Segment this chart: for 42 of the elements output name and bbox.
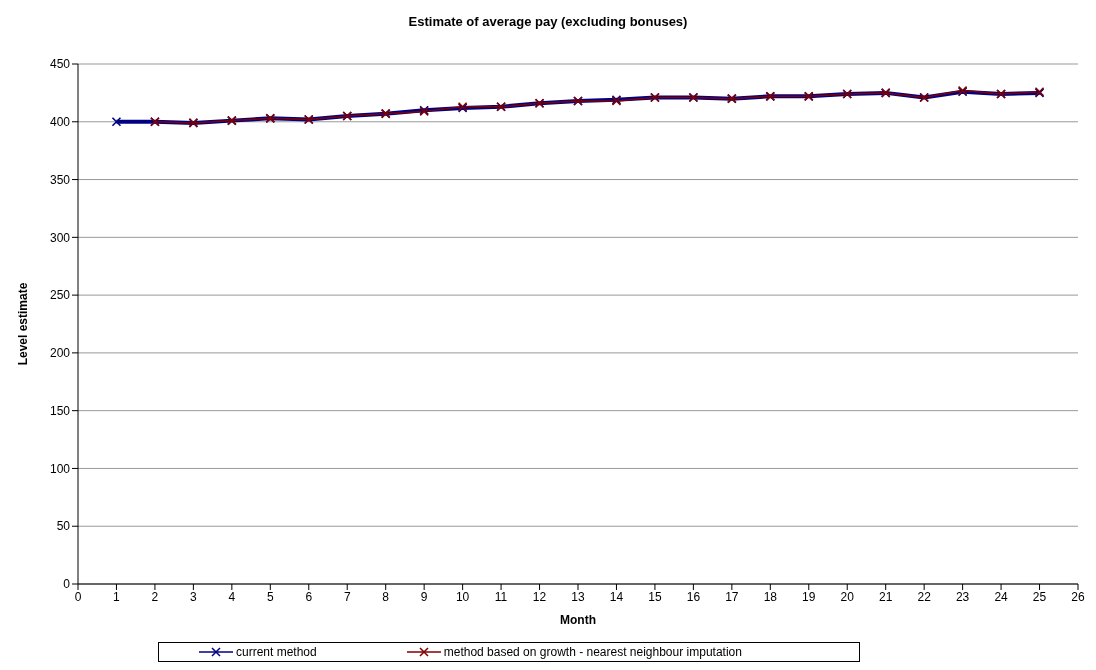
x-tick-label: 26 (1071, 589, 1085, 604)
x-tick-label: 13 (571, 589, 585, 604)
x-tick-label: 22 (917, 589, 932, 604)
y-tick-label: 300 (49, 230, 71, 245)
x-tick-label: 19 (802, 589, 816, 604)
x-tick-label: 25 (1032, 589, 1047, 604)
x-tick-label: 1 (113, 589, 121, 604)
y-tick-label: 150 (49, 403, 71, 418)
x-tick-label: 24 (994, 589, 1009, 604)
y-tick-label: 0 (63, 577, 71, 592)
chart-title: Estimate of average pay (excluding bonuses) (407, 14, 689, 31)
legend-label: method based on growth - nearest neighbour imputation (442, 645, 742, 659)
y-tick-label: 250 (49, 288, 71, 303)
x-tick-label: 3 (190, 589, 198, 604)
x-tick-label: 11 (494, 589, 508, 604)
x-tick-label: 8 (382, 589, 390, 604)
x-tick-label: 23 (955, 589, 970, 604)
y-tick-label: 400 (49, 115, 71, 130)
x-tick-label: 0 (74, 589, 82, 604)
x-tick-label: 21 (879, 589, 893, 604)
x-tick-label: 10 (455, 589, 470, 604)
x-axis-title: Month (560, 613, 596, 627)
y-tick-label: 50 (56, 519, 71, 534)
y-tick-label: 200 (49, 346, 71, 361)
x-tick-label: 18 (763, 589, 778, 604)
x-tick-label: 9 (420, 589, 428, 604)
x-tick-label: 5 (266, 589, 274, 604)
x-tick-label: 14 (609, 589, 624, 604)
y-tick-label: 350 (49, 172, 71, 187)
x-tick-label: 17 (725, 589, 739, 604)
x-tick-label: 7 (343, 589, 351, 604)
x-tick-label: 16 (686, 589, 701, 604)
x-tick-label: 20 (840, 589, 855, 604)
x-tick-label: 6 (305, 589, 313, 604)
x-tick-label: 15 (648, 589, 662, 604)
x-tick-label: 12 (532, 589, 547, 604)
x-tick-label: 2 (151, 589, 159, 604)
y-tick-label: 450 (49, 57, 71, 72)
legend-label: current method (235, 645, 317, 659)
y-axis-title: Level estimate (16, 282, 31, 366)
y-tick-label: 100 (49, 461, 71, 476)
x-tick-label: 4 (228, 589, 236, 604)
